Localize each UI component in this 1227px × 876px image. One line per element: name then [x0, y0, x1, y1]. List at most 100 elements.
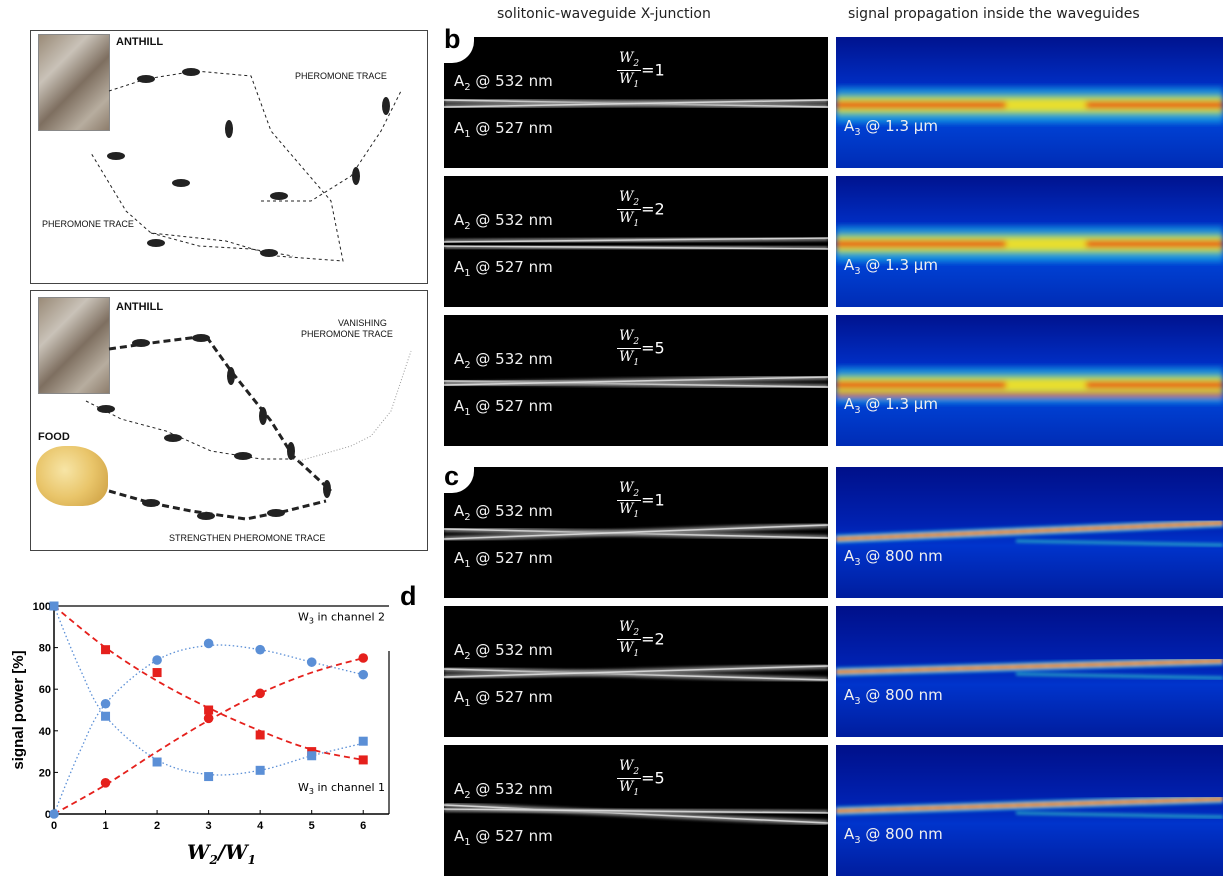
waveguide-beams [444, 522, 828, 542]
width-ratio-label: W2 W1 =1 [617, 480, 665, 520]
junction-tile-c1: A2 @ 532 nm A1 @ 527 nm W2 W1 =1 [444, 467, 828, 598]
ant-scene-bottom: ANTHILL VANISHING PHEROMONE TRACE FOOD S… [30, 290, 428, 551]
a1-wavelength-label: A1 @ 527 nm [454, 827, 553, 848]
y-tick-label: 40 [39, 726, 51, 738]
waveguide-beams [444, 374, 828, 390]
food-image [36, 446, 108, 506]
waveguide-beams [444, 97, 828, 110]
x-tick-label: 1 [102, 820, 108, 832]
propagation-heatmap [836, 656, 1223, 680]
panel-letter-c: c [444, 461, 460, 491]
left-column-header: solitonic-waveguide X-junction [497, 6, 711, 22]
junction-tile-b2: A2 @ 532 nm A1 @ 527 nm W2 W1 =2 [444, 176, 828, 307]
a1-wavelength-label: A1 @ 527 nm [454, 549, 553, 570]
point-blue-circle [100, 698, 111, 709]
waveguide-beams [444, 663, 828, 683]
point-blue-circle [358, 669, 369, 680]
a3-wavelength-label: A3 @ 1.3 μm [844, 117, 938, 138]
point-red-circle [100, 778, 111, 788]
propagation-tile-b2: A3 @ 1.3 μm [836, 176, 1223, 307]
x-tick-label: 6 [360, 820, 366, 832]
a2-wavelength-label: A2 @ 532 nm [454, 641, 553, 662]
propagation-tile-c3: A3 @ 800 nm [836, 745, 1223, 876]
propagation-heatmap [836, 794, 1223, 819]
a3-wavelength-label: A3 @ 800 nm [844, 825, 943, 846]
point-blue-square [307, 751, 317, 761]
point-blue-square [204, 772, 214, 782]
ant-scene-top: ANTHILL PHEROMONE TRACE PHEROMONE TRACE [30, 30, 428, 284]
point-blue-square [152, 757, 162, 767]
a3-wavelength-label: A3 @ 1.3 μm [844, 395, 938, 416]
propagation-heatmap [836, 367, 1223, 403]
pheromone-trace-label-left: PHEROMONE TRACE [42, 219, 134, 229]
panel-letter-d: d [400, 581, 417, 611]
point-blue-circle [203, 638, 214, 649]
ant-trail-top [90, 68, 402, 262]
ant-trail-bottom [85, 334, 412, 521]
a2-wavelength-label: A2 @ 532 nm [454, 72, 553, 93]
propagation-heatmap [836, 226, 1223, 262]
junction-tile-c3: A2 @ 532 nm A1 @ 527 nm W2 W1 =5 [444, 745, 828, 876]
junction-tile-b3: A2 @ 532 nm A1 @ 527 nm W2 W1 =5 [444, 315, 828, 446]
propagation-tile-c2: A3 @ 800 nm [836, 606, 1223, 737]
propagation-heatmap [836, 87, 1223, 123]
x-tick-label: 5 [309, 820, 315, 832]
point-red-square [255, 730, 265, 740]
y-tick-label: 20 [39, 767, 51, 779]
y-tick-label: 80 [39, 643, 51, 655]
x-tick-label: 4 [257, 820, 264, 832]
a2-wavelength-label: A2 @ 532 nm [454, 502, 553, 523]
anthill-label: ANTHILL [116, 301, 164, 313]
vanishing-label-line2: PHEROMONE TRACE [301, 329, 393, 339]
point-red-square [152, 668, 162, 678]
point-blue-square [358, 736, 368, 746]
width-ratio-label: W2 W1 =1 [617, 50, 665, 90]
annotation-channel-1: W3 in channel 1 [298, 781, 385, 796]
anthill-photo [38, 34, 110, 131]
propagation-heatmap [836, 518, 1223, 547]
a1-wavelength-label: A1 @ 527 nm [454, 258, 553, 279]
point-red-square [101, 645, 111, 655]
waveguide-beams [444, 802, 828, 826]
annotation-channel-2: W3 in channel 2 [298, 611, 385, 626]
y-tick-label: 60 [39, 684, 51, 696]
point-blue-square [101, 711, 111, 721]
vanishing-label-line1: VANISHING [338, 318, 387, 328]
a3-wavelength-label: A3 @ 800 nm [844, 686, 943, 707]
point-red-circle [358, 653, 369, 663]
panel-letter-b: b [444, 24, 461, 54]
point-red-circle [203, 713, 214, 724]
propagation-tile-b3: A3 @ 1.3 μm [836, 315, 1223, 446]
x-tick-label: 3 [206, 820, 212, 832]
y-tick-label: 100 [33, 601, 51, 613]
x-tick-label: 0 [51, 820, 57, 832]
x-axis-label: W2/W1 [187, 840, 256, 867]
propagation-tile-b1: A3 @ 1.3 μm [836, 37, 1223, 168]
anthill-label: ANTHILL [116, 36, 164, 48]
point-blue-circle [306, 657, 317, 667]
food-label: FOOD [38, 431, 70, 443]
a1-wavelength-label: A1 @ 527 nm [454, 119, 553, 140]
waveguide-beams [444, 235, 828, 252]
a1-wavelength-label: A1 @ 527 nm [454, 688, 553, 709]
a3-wavelength-label: A3 @ 800 nm [844, 547, 943, 568]
junction-tile-b1: A2 @ 532 nm A1 @ 527 nm W2 W1 =1 [444, 37, 828, 168]
x-tick-label: 2 [154, 820, 160, 832]
width-ratio-label: W2 W1 =5 [617, 328, 665, 368]
point-blue-square [255, 765, 265, 775]
fit-curve-red-0 [53, 605, 364, 761]
fit-curve-blue-3 [53, 605, 364, 776]
point-blue-square [49, 601, 59, 611]
strengthen-label: STRENGTHEN PHEROMONE TRACE [169, 533, 326, 543]
a2-wavelength-label: A2 @ 532 nm [454, 211, 553, 232]
width-ratio-label: W2 W1 =2 [617, 189, 665, 229]
a3-wavelength-label: A3 @ 1.3 μm [844, 256, 938, 277]
anthill-photo [38, 297, 110, 394]
a2-wavelength-label: A2 @ 532 nm [454, 780, 553, 801]
point-blue-circle [255, 644, 265, 655]
point-red-square [358, 755, 368, 765]
y-axis-label: signal power [%] [10, 650, 27, 769]
width-ratio-label: W2 W1 =2 [617, 619, 665, 659]
width-ratio-label: W2 W1 =5 [617, 758, 665, 798]
